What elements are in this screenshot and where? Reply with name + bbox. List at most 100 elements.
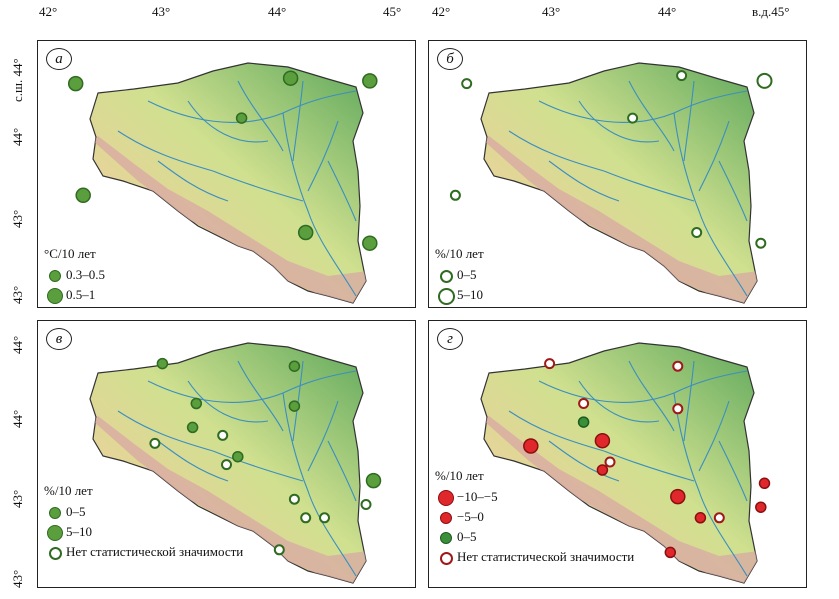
station-point: [713, 512, 725, 524]
legend-b-row-1: 5–10: [435, 285, 484, 305]
station-point: [672, 360, 684, 372]
station-point: [282, 70, 299, 86]
legend-v-large-circle-icon: [47, 525, 63, 542]
station-point: [186, 421, 199, 434]
station-point: [319, 512, 330, 524]
legend-b-title: %/10 лет: [435, 246, 484, 261]
station-point: [676, 70, 688, 82]
mountain-band: [93, 136, 366, 303]
legend-g-row-3: Нет статистической значимости: [435, 547, 634, 567]
mountain-band: [484, 416, 757, 583]
tick-top-b-0: 42°: [432, 4, 451, 19]
river-line: [237, 360, 284, 432]
station-point: [365, 472, 382, 489]
tick-top-a-1: 43°: [152, 4, 171, 19]
tick-top-a-2: 44°: [268, 4, 287, 19]
river-line: [718, 440, 748, 502]
region-outline: [89, 62, 367, 304]
river-line: [147, 90, 357, 123]
legend-g-row-0: −10–−5: [435, 487, 634, 507]
station-point: [360, 499, 372, 510]
legend-a-row-1: 0.5–1: [44, 285, 105, 305]
station-point: [758, 477, 771, 490]
legend-v-label-1: 5–10: [66, 524, 92, 539]
station-point: [544, 358, 556, 370]
river-line: [683, 80, 695, 162]
legend-a-large-circle-icon: [47, 288, 63, 305]
river-line: [673, 112, 748, 297]
river-line: [508, 410, 605, 452]
station-point: [288, 400, 301, 412]
station-point: [694, 512, 707, 524]
legend-v-row-1: 5–10: [44, 522, 243, 542]
legend-g-label-1: −5–0: [457, 509, 484, 524]
river-line: [603, 170, 695, 202]
station-point: [577, 416, 590, 428]
legend-b-label-1: 5–10: [457, 287, 483, 302]
mountain-band: [93, 416, 366, 583]
legend-g-row-1: −5–0: [435, 507, 634, 527]
legend-a-small-circle-icon: [49, 270, 61, 283]
station-point: [594, 432, 611, 449]
legend-v-label-0: 0–5: [66, 504, 86, 519]
river-line: [698, 400, 730, 472]
station-point: [604, 456, 616, 468]
map-panel-v: в %/10 лет 0–5 5–10 Нет статистической з…: [37, 320, 416, 588]
tick-left-1: 44°: [10, 127, 25, 146]
station-point: [362, 235, 378, 251]
station-point: [156, 357, 169, 370]
legend-b: %/10 лет 0–5 5–10: [435, 244, 484, 305]
legend-v-label-2: Нет статистической значимости: [66, 544, 244, 559]
panel-label-v: в: [46, 328, 72, 350]
station-point: [670, 488, 686, 505]
tick-left-4: 44°: [10, 335, 25, 354]
tick-left-7: 43°: [10, 569, 25, 588]
river-line: [117, 410, 214, 452]
river-line: [292, 80, 304, 162]
legend-v-hollow-circle-icon: [48, 546, 62, 560]
river-line: [548, 440, 620, 482]
map-panel-a: а °С/10 лет 0.3–0.5 0.5–1: [37, 40, 416, 308]
map-b-canvas: [449, 62, 773, 304]
tick-left-0: с.ш. 44°: [10, 58, 25, 102]
legend-v-row-2: Нет статистической значимости: [44, 542, 243, 562]
river-line: [327, 160, 357, 222]
river-line: [548, 160, 620, 202]
legend-b-small-circle-icon: [439, 269, 453, 283]
station-point: [596, 464, 609, 476]
map-panel-g: г %/10 лет −10–−5 −5–0 0–5 Нет статистич…: [428, 320, 807, 588]
station-point: [232, 450, 244, 463]
river-line: [212, 450, 304, 482]
station-point: [672, 403, 684, 415]
tick-top-b-1: 43°: [542, 4, 561, 19]
river-line: [718, 160, 748, 222]
panel-label-g: г: [437, 328, 463, 350]
station-point: [288, 493, 300, 505]
station-point: [297, 224, 314, 241]
station-point: [578, 398, 590, 409]
river-line: [157, 440, 229, 482]
legend-b-large-circle-icon: [437, 287, 455, 305]
river-line: [628, 360, 675, 432]
legend-a-row-0: 0.3–0.5: [44, 265, 105, 285]
station-point: [756, 72, 773, 89]
legend-b-row-0: 0–5: [435, 265, 484, 285]
river-line: [603, 450, 695, 482]
tick-top-a-0: 42°: [39, 4, 58, 19]
river-line: [307, 120, 339, 192]
tick-left-2: 43°: [10, 209, 25, 228]
legend-b-label-0: 0–5: [457, 267, 477, 282]
station-point: [221, 459, 232, 471]
station-point: [235, 112, 248, 124]
legend-g-row-2: 0–5: [435, 527, 634, 547]
legend-g-label-2: 0–5: [457, 529, 477, 544]
tick-left-3: 43°: [10, 285, 25, 304]
station-point: [273, 544, 285, 556]
river-line: [187, 100, 269, 143]
legend-g: %/10 лет −10–−5 −5–0 0–5 Нет статистичес…: [435, 466, 634, 567]
tick-top-b-3: в.д.45°: [752, 4, 790, 19]
legend-a-title: °С/10 лет: [44, 246, 96, 261]
river-line: [157, 160, 229, 202]
station-point: [461, 78, 473, 90]
station-point: [288, 360, 301, 372]
